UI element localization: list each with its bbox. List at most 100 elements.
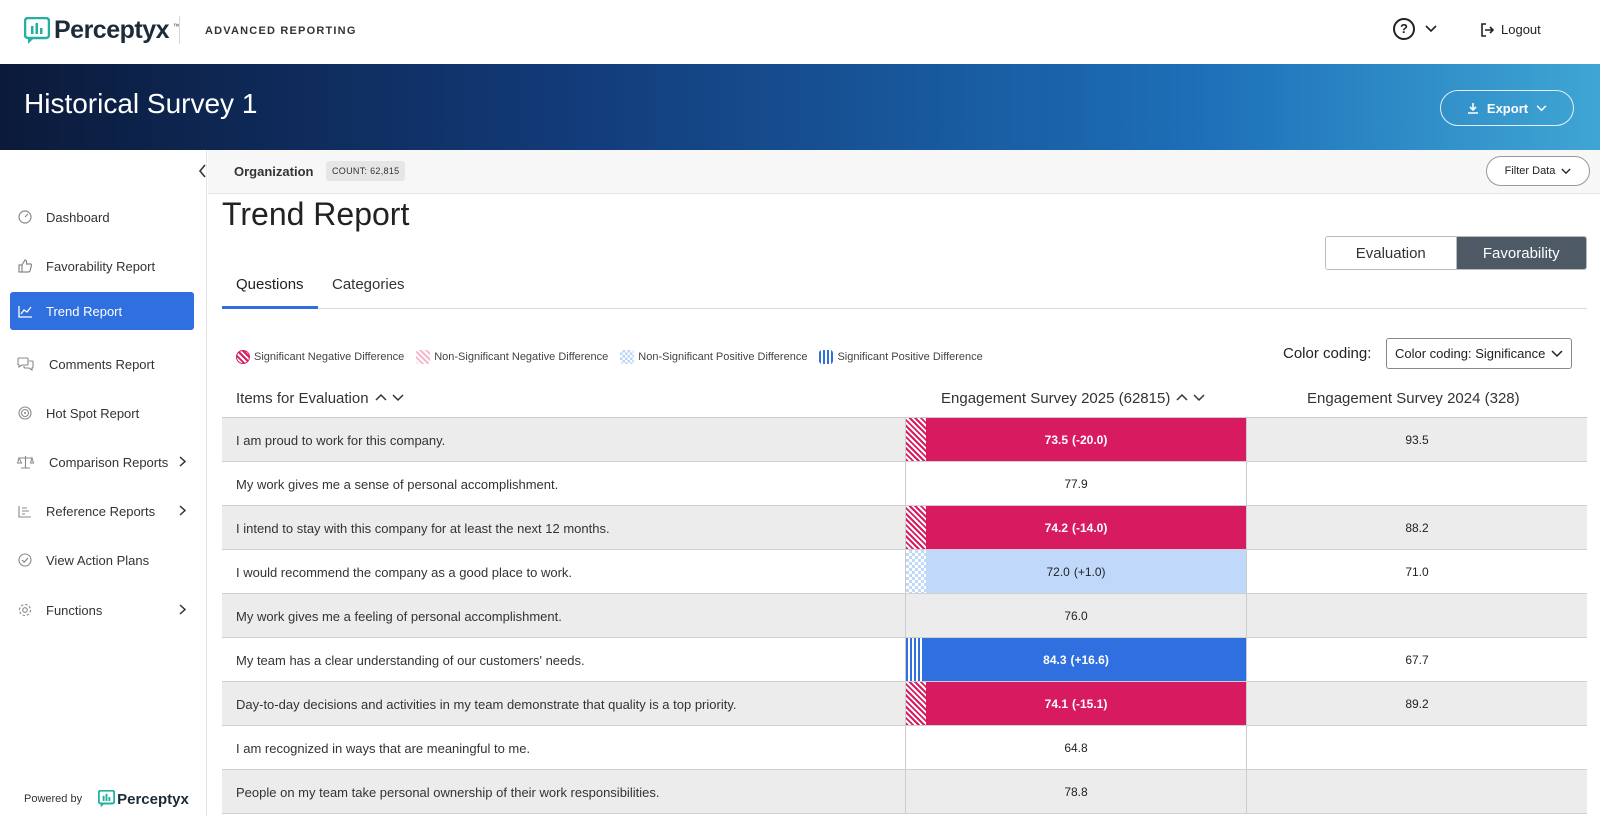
sidebar-item-label: View Action Plans — [46, 552, 150, 568]
sidebar-item-hot-spot-report[interactable]: Hot Spot Report — [10, 394, 194, 432]
filter-data-button[interactable]: Filter Data — [1486, 156, 1590, 186]
score-2024-cell — [1246, 726, 1587, 769]
score-2025-cell[interactable]: 74.1 (-15.1) — [905, 682, 1246, 725]
score-value: 78.8 — [1064, 784, 1088, 799]
sidebar-item-label: Comparison Reports — [49, 454, 169, 470]
sidebar-item-label: Trend Report — [46, 303, 123, 319]
tab-questions[interactable]: Questions — [222, 276, 318, 309]
logout-button[interactable]: Logout — [1480, 22, 1541, 37]
gauge-icon — [16, 208, 34, 226]
score-value: 64.8 — [1064, 740, 1088, 755]
sidebar-item-label: Functions — [46, 602, 103, 618]
organization-label[interactable]: Organization — [234, 164, 314, 179]
color-coding-select[interactable]: Color coding: Significance — [1386, 338, 1572, 369]
legend: Significant Negative Difference Non-Sign… — [236, 350, 983, 364]
significance-stripe — [906, 550, 926, 593]
header-label: Engagement Survey 2024 (328) — [1307, 390, 1520, 407]
significance-stripe — [906, 418, 926, 461]
logout-label: Logout — [1501, 22, 1541, 37]
sort-icon[interactable] — [375, 392, 405, 405]
help-menu[interactable]: ? — [1393, 18, 1437, 40]
significance-stripe — [906, 506, 926, 549]
legend-nonsig-neg: Non-Significant Negative Difference — [416, 350, 608, 364]
chevron-right-icon — [179, 455, 187, 470]
sidebar-item-label: Reference Reports — [46, 503, 156, 519]
score-2025-cell[interactable]: 72.0 (+1.0) — [905, 550, 1246, 593]
bar-chart-icon — [16, 502, 34, 520]
table-row: I am proud to work for this company. 73.5… — [222, 418, 1587, 462]
table-row: My team has a clear understanding of our… — [222, 638, 1587, 682]
sidebar-item-trend-report[interactable]: Trend Report — [10, 292, 194, 330]
score-2025-cell[interactable]: 73.5 (-20.0) — [905, 418, 1246, 461]
logo-icon — [98, 790, 116, 808]
filter-data-label: Filter Data — [1504, 165, 1556, 177]
logo-icon — [24, 16, 50, 44]
score-2024-cell — [1246, 594, 1587, 637]
collapse-sidebar-icon[interactable] — [198, 164, 207, 183]
sidebar-item-label: Favorability Report — [46, 258, 156, 274]
survey-2025-header[interactable]: Engagement Survey 2025 (62815) — [941, 390, 1206, 407]
score-2025-cell[interactable]: 77.9 — [905, 462, 1246, 505]
thumbs-up-icon — [16, 257, 34, 275]
chevron-down-icon — [1425, 25, 1437, 33]
score-value: 76.0 — [1064, 608, 1088, 623]
chevron-down-icon — [1561, 168, 1572, 174]
line-chart-icon — [16, 302, 34, 320]
sidebar-item-comparison-reports[interactable]: Comparison Reports — [10, 443, 194, 481]
sidebar-item-view-action-plans[interactable]: View Action Plans — [10, 541, 194, 579]
powered-by-label: Powered by — [24, 793, 83, 805]
powered-by: Powered by Perceptyx — [24, 790, 189, 808]
chevron-down-icon — [1536, 104, 1547, 111]
scale-icon — [16, 453, 34, 471]
count-badge: COUNT: 62,815 — [326, 161, 406, 181]
sidebar-item-functions[interactable]: Functions — [10, 591, 194, 629]
nonsig-positive-swatch-icon — [620, 350, 635, 364]
tab-categories[interactable]: Categories — [332, 276, 405, 293]
score-difference: (+1.0) — [1073, 564, 1106, 579]
sidebar-item-label: Comments Report — [49, 356, 155, 372]
header-label: Items for Evaluation — [236, 390, 369, 407]
color-coding-label: Color coding: — [1283, 345, 1372, 362]
items-header[interactable]: Items for Evaluation — [236, 390, 405, 407]
sidebar-item-reference-reports[interactable]: Reference Reports — [10, 492, 194, 530]
significance-stripe — [906, 682, 926, 725]
score-value: 77.9 — [1064, 476, 1088, 491]
download-icon — [1467, 103, 1478, 114]
legend-label: Non-Significant Negative Difference — [434, 351, 609, 363]
sidebar-item-comments-report[interactable]: Comments Report — [10, 345, 194, 383]
sig-positive-swatch-icon — [819, 350, 834, 364]
favorability-toggle[interactable]: Favorability — [1456, 237, 1586, 269]
legend-sig-neg: Significant Negative Difference — [236, 350, 404, 364]
survey-title: Historical Survey 1 — [24, 88, 258, 119]
sort-icon[interactable] — [1176, 392, 1206, 405]
survey-2024-header[interactable]: Engagement Survey 2024 (328) — [1307, 390, 1520, 407]
export-button[interactable]: Export — [1440, 90, 1574, 126]
sidebar-item-favorability-report[interactable]: Favorability Report — [10, 247, 194, 285]
score-2025-cell[interactable]: 74.2 (-14.0) — [905, 506, 1246, 549]
view-toggle: Evaluation Favorability — [1325, 236, 1587, 270]
brand-name: Perceptyx — [54, 16, 170, 44]
export-label: Export — [1486, 100, 1529, 116]
organization-bar: Organization COUNT: 62,815 Filter Data — [208, 150, 1600, 194]
score-2025-cell[interactable]: 78.8 — [905, 770, 1246, 813]
score-value: 74.1 — [1044, 696, 1068, 711]
score-difference: (-20.0) — [1072, 432, 1108, 447]
check-circle-icon — [16, 551, 34, 569]
table-row: I intend to stay with this company for a… — [222, 506, 1587, 550]
score-2025-cell[interactable]: 64.8 — [905, 726, 1246, 769]
color-coding-value: Color coding: Significance — [1395, 346, 1546, 361]
survey-banner: Historical Survey 1 Export — [0, 64, 1600, 150]
legend-label: Non-Significant Positive Difference — [638, 351, 808, 363]
perceptyx-logo[interactable]: Perceptyx ™ — [24, 16, 180, 45]
question-text: My work gives me a sense of personal acc… — [236, 477, 559, 492]
sidebar-item-label: Dashboard — [46, 209, 110, 225]
sidebar-item-dashboard[interactable]: Dashboard — [10, 198, 194, 236]
score-2025-cell[interactable]: 76.0 — [905, 594, 1246, 637]
evaluation-toggle[interactable]: Evaluation — [1326, 237, 1457, 269]
significance-stripe — [906, 638, 922, 681]
question-text: I am recognized in ways that are meaning… — [236, 741, 531, 756]
chevron-right-icon — [179, 504, 187, 519]
score-2024-cell — [1246, 770, 1587, 813]
score-2025-cell[interactable]: 84.3 (+16.6) — [905, 638, 1246, 681]
sidebar-item-label: Hot Spot Report — [46, 405, 140, 421]
